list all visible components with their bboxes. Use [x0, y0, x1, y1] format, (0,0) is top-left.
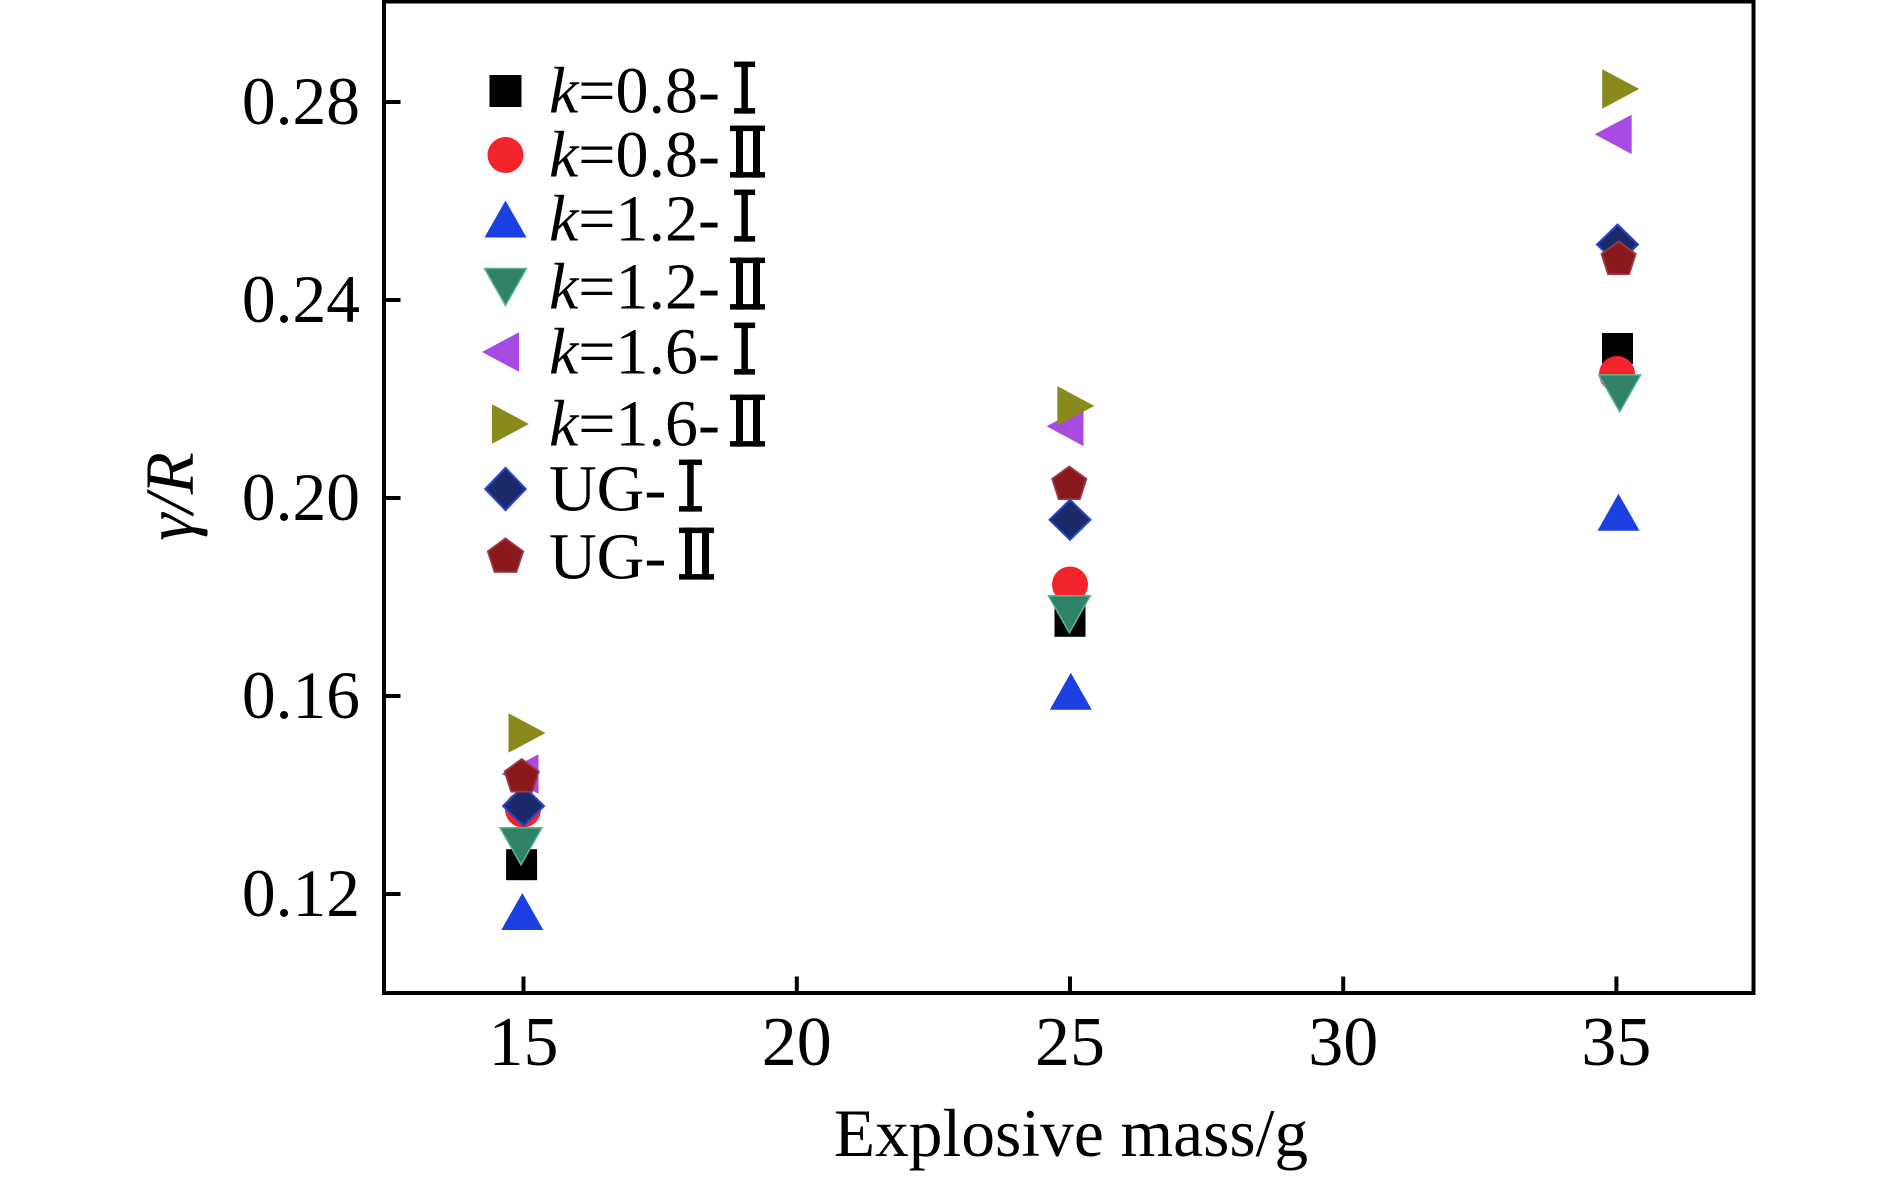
- svg-text:0.16: 0.16: [242, 658, 360, 733]
- svg-text:25: 25: [1035, 1004, 1105, 1081]
- svg-text:0.28: 0.28: [242, 64, 360, 139]
- svg-text:k=1.6-: k=1.6-: [549, 316, 720, 389]
- svg-text:k=1.2-: k=1.2-: [549, 183, 720, 256]
- svg-text:35: 35: [1581, 1004, 1651, 1081]
- svg-text:15: 15: [489, 1004, 559, 1081]
- svg-text:0.12: 0.12: [242, 856, 360, 931]
- svg-text:20: 20: [762, 1004, 832, 1081]
- svg-text:30: 30: [1308, 1004, 1378, 1081]
- svg-text:k=0.8-: k=0.8-: [549, 55, 720, 128]
- svg-text:γ/R: γ/R: [132, 452, 208, 541]
- svg-text:k=1.6-: k=1.6-: [549, 388, 720, 461]
- svg-text:k=0.8-: k=0.8-: [549, 119, 720, 192]
- svg-text:UG-: UG-: [549, 521, 666, 594]
- svg-text:0.24: 0.24: [242, 262, 360, 337]
- svg-text:0.20: 0.20: [242, 460, 360, 535]
- svg-text:k=1.2-: k=1.2-: [549, 251, 720, 324]
- svg-text:Explosive mass/g: Explosive mass/g: [834, 1096, 1308, 1171]
- svg-text:UG-: UG-: [549, 453, 666, 526]
